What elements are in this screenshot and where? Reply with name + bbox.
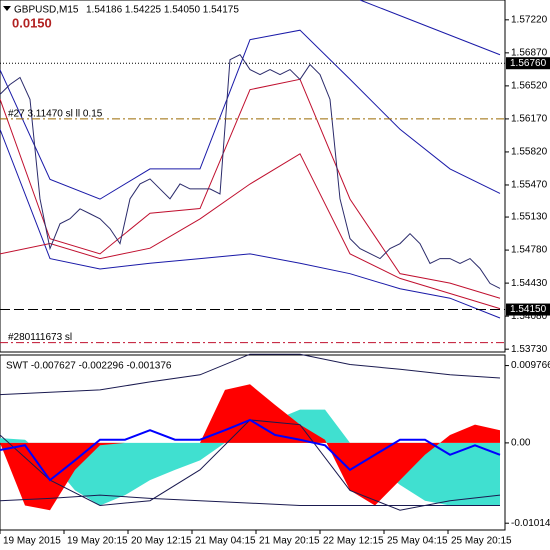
trade-label: #280111673 sl	[8, 332, 72, 343]
y-tick-label: 1.56170	[511, 114, 548, 125]
y-tick-label: -0.010141	[511, 518, 550, 529]
ohlc: 1.54186 1.54225 1.54050 1.54175	[86, 5, 239, 16]
indicator-line	[0, 418, 501, 482]
x-tick-label: 21 May 20:15	[259, 536, 320, 547]
price-line	[0, 153, 501, 310]
y-tick-label: 1.53730	[511, 344, 548, 355]
y-tick-label: 1.57220	[511, 14, 548, 25]
y-tick-label: 0.009766	[511, 360, 550, 371]
plot-layer	[0, 0, 505, 511]
y-tick-label: 1.54780	[511, 245, 548, 256]
indicator-title: SWT -0.007627 -0.002296 -0.001376	[6, 361, 172, 372]
x-tick-label: 25 May 20:15	[451, 536, 512, 547]
price-line	[0, 78, 501, 299]
y-tick-label: 0.00	[511, 438, 531, 449]
symbol: GBPUSD,M15	[14, 5, 79, 16]
y-tick-label: 1.54430	[511, 278, 548, 289]
y-tick-label: 1.54080	[511, 311, 548, 322]
price-line	[0, 53, 501, 289]
price-box-label: 1.54150	[510, 304, 547, 315]
x-tick-label: 25 May 04:15	[387, 536, 448, 547]
menu-icon	[3, 6, 11, 11]
x-tick-label: 21 May 04:15	[195, 536, 256, 547]
price-line	[359, 0, 501, 56]
indicator-line	[0, 353, 501, 396]
price-line	[0, 29, 501, 200]
histogram-area	[0, 384, 500, 511]
y-tick-label: 1.56870	[511, 47, 548, 58]
x-tick-label: 19 May 20:15	[67, 536, 128, 547]
x-tick-label: 22 May 12:15	[323, 536, 384, 547]
price-box	[506, 57, 550, 70]
x-tick-label: 20 May 12:15	[131, 536, 192, 547]
spread: 0.0150	[12, 15, 52, 30]
y-tick-label: 1.55470	[511, 180, 548, 191]
price-box	[506, 303, 550, 316]
x-tick-label: 19 May 2015	[3, 536, 61, 547]
price-line	[0, 129, 501, 319]
y-tick-label: 1.56520	[511, 81, 548, 92]
y-tick-label: 1.55130	[511, 212, 548, 223]
trade-label: #27 3.11470 sl ll 0.15	[8, 109, 103, 120]
histogram-area	[0, 409, 500, 506]
price-box-label: 1.56760	[510, 58, 547, 69]
y-tick-label: 1.55820	[511, 147, 548, 158]
main-panel	[0, 0, 506, 353]
indicator-line	[0, 494, 500, 506]
